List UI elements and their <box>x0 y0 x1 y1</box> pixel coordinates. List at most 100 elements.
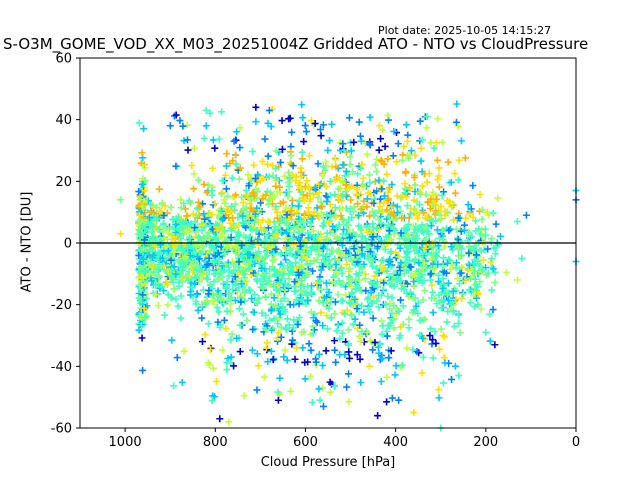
data-point <box>383 206 391 214</box>
data-point <box>278 117 286 125</box>
data-point <box>374 243 382 251</box>
data-point <box>228 227 236 235</box>
data-point <box>297 217 305 225</box>
data-point <box>338 197 346 205</box>
data-point <box>329 222 337 230</box>
data-point <box>278 275 286 283</box>
data-point <box>167 256 175 264</box>
data-point <box>389 152 397 160</box>
data-point <box>135 252 143 260</box>
outlier-point <box>491 341 499 349</box>
data-point <box>419 240 427 248</box>
data-point <box>425 170 433 178</box>
data-point <box>257 199 265 207</box>
data-point <box>273 214 281 222</box>
data-point <box>281 346 289 354</box>
data-point <box>438 304 446 312</box>
data-point <box>211 199 219 207</box>
data-point <box>196 203 204 211</box>
data-point <box>203 297 211 305</box>
data-point <box>235 258 243 266</box>
data-point <box>230 137 238 145</box>
data-point <box>272 182 280 190</box>
data-point <box>177 314 185 322</box>
data-point <box>283 211 291 219</box>
data-point <box>298 194 306 202</box>
data-point <box>346 311 354 319</box>
data-point <box>317 125 325 133</box>
data-point <box>186 251 194 259</box>
data-point <box>438 227 446 235</box>
data-point <box>229 257 237 265</box>
data-point <box>149 262 157 270</box>
outlier-point <box>274 396 282 404</box>
data-point <box>297 277 305 285</box>
data-point <box>343 185 351 193</box>
data-point <box>448 375 456 383</box>
data-point <box>138 334 146 342</box>
data-point <box>441 212 449 220</box>
data-point <box>262 311 270 319</box>
data-point <box>453 100 461 108</box>
data-point <box>344 326 352 334</box>
data-point <box>439 236 447 244</box>
data-point <box>189 258 197 266</box>
data-point <box>303 177 311 185</box>
data-point <box>340 146 348 154</box>
data-point <box>404 131 412 139</box>
data-point <box>291 355 299 363</box>
data-point <box>398 156 406 164</box>
data-point <box>429 217 437 225</box>
data-point <box>250 161 258 169</box>
data-point <box>276 199 284 207</box>
data-point <box>252 297 260 305</box>
data-point <box>319 251 327 259</box>
data-point <box>272 147 280 155</box>
data-point <box>278 266 286 274</box>
data-point <box>466 299 474 307</box>
data-point <box>141 187 149 195</box>
data-point <box>149 223 157 231</box>
data-point <box>252 175 260 183</box>
data-point <box>440 188 448 196</box>
data-point <box>262 326 270 334</box>
data-point <box>153 215 161 223</box>
data-point <box>419 334 427 342</box>
data-point <box>334 290 342 298</box>
data-point <box>235 175 243 183</box>
data-point <box>405 220 413 228</box>
data-point <box>304 297 312 305</box>
data-point <box>137 264 145 272</box>
data-point <box>429 354 437 362</box>
data-point <box>209 243 217 251</box>
data-point <box>439 274 447 282</box>
data-point <box>339 161 347 169</box>
data-point <box>435 271 443 279</box>
x-tick-label: 600 <box>293 435 318 450</box>
data-point <box>260 274 268 282</box>
data-point <box>385 354 393 362</box>
data-point <box>411 181 419 189</box>
data-point <box>222 171 230 179</box>
data-point <box>136 211 144 219</box>
data-point <box>223 307 231 315</box>
data-point <box>390 282 398 290</box>
data-point <box>246 250 254 258</box>
data-point <box>264 160 272 168</box>
data-point <box>253 350 261 358</box>
data-point <box>331 156 339 164</box>
data-point <box>248 147 256 155</box>
data-point <box>328 278 336 286</box>
data-point <box>183 274 191 282</box>
data-point <box>473 289 481 297</box>
data-point <box>440 289 448 297</box>
data-point <box>214 238 222 246</box>
data-point <box>194 306 202 314</box>
data-point <box>378 208 386 216</box>
data-point <box>135 119 143 127</box>
data-point <box>258 208 266 216</box>
data-point <box>466 210 474 218</box>
data-point <box>135 201 143 209</box>
data-point <box>457 252 465 260</box>
data-point <box>206 346 214 354</box>
